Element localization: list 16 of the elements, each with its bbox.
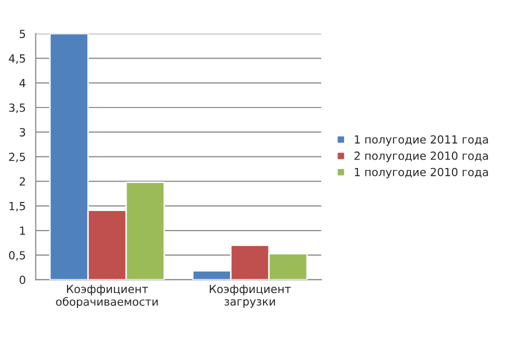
x-tick-label: Коэффициент оборачиваемости	[56, 284, 158, 308]
y-tick-label: 0,5	[9, 251, 26, 261]
y-tick-label: 4,5	[8, 54, 26, 64]
y-tick-label: 5	[20, 30, 26, 38]
y-tick-label: 4	[19, 79, 26, 88]
y-tick-label: 2	[20, 177, 25, 186]
legend-label: 1 полугодие 2011 года	[354, 135, 488, 146]
legend-label: 2 полугодие 2010 года	[354, 152, 488, 162]
y-tick-label: 0	[20, 276, 26, 284]
y-tick-label: 2,5	[9, 152, 26, 162]
y-tick-label: 3,5	[9, 103, 26, 114]
x-tick-label: Коэффициент загрузки	[210, 284, 291, 308]
y-tick-label: 1	[20, 226, 25, 235]
y-tick-label: 3	[20, 128, 26, 136]
legend-label: 1 полугодие 2010 года	[354, 168, 488, 178]
y-tick-label: 1,5	[10, 202, 26, 212]
